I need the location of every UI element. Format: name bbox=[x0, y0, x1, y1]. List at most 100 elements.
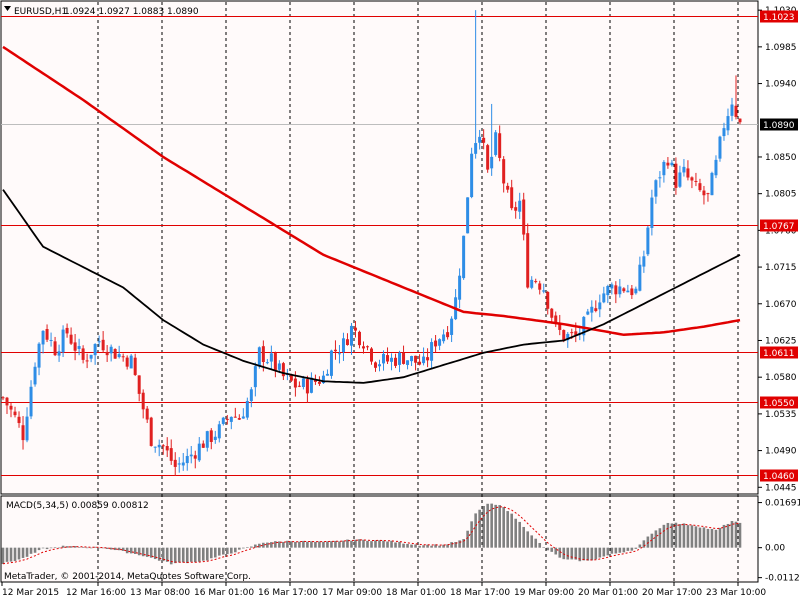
macd-bar bbox=[466, 530, 469, 548]
macd-bar bbox=[486, 503, 489, 548]
macd-bar bbox=[137, 547, 141, 556]
macd-bar bbox=[37, 547, 41, 551]
macd-bar bbox=[474, 513, 477, 548]
macd-bar bbox=[710, 528, 714, 548]
level-tag bbox=[760, 346, 798, 359]
candle-body bbox=[197, 443, 201, 461]
macd-bar bbox=[402, 543, 405, 548]
candle-body bbox=[365, 346, 369, 348]
level-tag bbox=[760, 469, 798, 482]
macd-bar bbox=[169, 547, 173, 565]
candle-body bbox=[157, 444, 161, 448]
macd-bar bbox=[490, 503, 493, 548]
candle-body bbox=[269, 353, 273, 362]
time-tick-label: 13 Mar 08:00 bbox=[130, 588, 190, 598]
candle-body bbox=[734, 105, 738, 117]
dropdown-triangle-icon[interactable] bbox=[4, 6, 11, 11]
candle-body bbox=[293, 378, 297, 388]
candle-body bbox=[233, 416, 237, 418]
macd-bar bbox=[145, 547, 149, 557]
macd-bar bbox=[738, 522, 742, 548]
macd-bar bbox=[33, 547, 37, 553]
candle-body bbox=[418, 361, 422, 365]
candle-body bbox=[289, 374, 293, 381]
macd-bar bbox=[45, 547, 49, 550]
candle-body bbox=[45, 329, 49, 340]
candle-body bbox=[410, 356, 414, 362]
macd-bar bbox=[522, 526, 526, 548]
candle-body bbox=[53, 341, 57, 356]
macd-bar bbox=[121, 547, 125, 551]
macd-bar bbox=[294, 541, 297, 548]
candle-body bbox=[193, 455, 197, 459]
macd-bar bbox=[358, 539, 361, 548]
macd-bar bbox=[682, 523, 686, 548]
macd-bar bbox=[258, 543, 261, 548]
candle-body bbox=[317, 381, 321, 384]
macd-bar bbox=[570, 547, 574, 560]
macd-bar bbox=[718, 527, 722, 548]
price-tick-label: 1.0805 bbox=[765, 190, 797, 200]
ohlc-label: 1.0924 1.0927 1.0883 1.0890 bbox=[64, 7, 199, 17]
macd-bar bbox=[446, 544, 449, 548]
macd-bar bbox=[157, 547, 161, 561]
candle-body bbox=[17, 416, 21, 424]
candle-body bbox=[402, 353, 406, 364]
candle-body bbox=[1, 397, 5, 399]
candle-body bbox=[498, 133, 502, 158]
macd-bar bbox=[65, 546, 69, 548]
macd-bar bbox=[266, 542, 269, 548]
macd-bar bbox=[197, 547, 201, 562]
macd-bar bbox=[25, 547, 29, 557]
macd-bar bbox=[322, 541, 325, 548]
candle-body bbox=[694, 180, 698, 182]
candle-body bbox=[486, 145, 490, 170]
candle-body bbox=[73, 342, 77, 351]
macd-bar bbox=[586, 547, 590, 561]
candle-body bbox=[526, 233, 530, 288]
candle-body bbox=[325, 373, 329, 376]
price-tick-label: 1.0580 bbox=[765, 373, 797, 383]
macd-bar bbox=[542, 547, 546, 548]
macd-bar bbox=[53, 547, 57, 548]
macd-bar bbox=[562, 547, 566, 560]
candle-body bbox=[426, 357, 430, 361]
macd-bar bbox=[310, 541, 313, 548]
candle-body bbox=[398, 352, 402, 365]
macd-tick-label: -0.01124 bbox=[765, 574, 800, 584]
macd-bar bbox=[262, 542, 265, 548]
macd-bar bbox=[654, 530, 658, 548]
candle-body bbox=[654, 180, 658, 197]
candle-body bbox=[149, 417, 153, 446]
macd-bar bbox=[129, 547, 133, 554]
macd-bar bbox=[494, 504, 497, 548]
macd-bar bbox=[278, 541, 281, 548]
candle-body bbox=[125, 357, 129, 367]
candle-body bbox=[113, 349, 117, 359]
candle-body bbox=[434, 340, 438, 347]
price-pane[interactable] bbox=[0, 0, 759, 495]
candle-body bbox=[730, 104, 734, 116]
candle-body bbox=[81, 348, 85, 360]
macd-bar bbox=[153, 547, 157, 560]
candle-body bbox=[430, 342, 434, 361]
candle-body bbox=[185, 456, 189, 464]
macd-bar bbox=[246, 547, 249, 548]
macd-bar bbox=[298, 541, 301, 548]
macd-bar bbox=[338, 541, 341, 548]
candle-body bbox=[570, 332, 574, 334]
macd-bar bbox=[502, 507, 505, 548]
macd-bar bbox=[390, 540, 393, 548]
macd-pane[interactable] bbox=[0, 495, 759, 583]
macd-bar bbox=[346, 539, 349, 548]
macd-bar bbox=[370, 541, 373, 548]
candle-body bbox=[670, 162, 674, 166]
candle-body bbox=[650, 197, 654, 228]
candle-body bbox=[189, 454, 193, 457]
macd-bar bbox=[242, 547, 245, 549]
macd-bar bbox=[81, 546, 85, 548]
macd-bar bbox=[77, 547, 81, 548]
candle-body bbox=[470, 153, 474, 198]
candle-body bbox=[610, 284, 614, 289]
